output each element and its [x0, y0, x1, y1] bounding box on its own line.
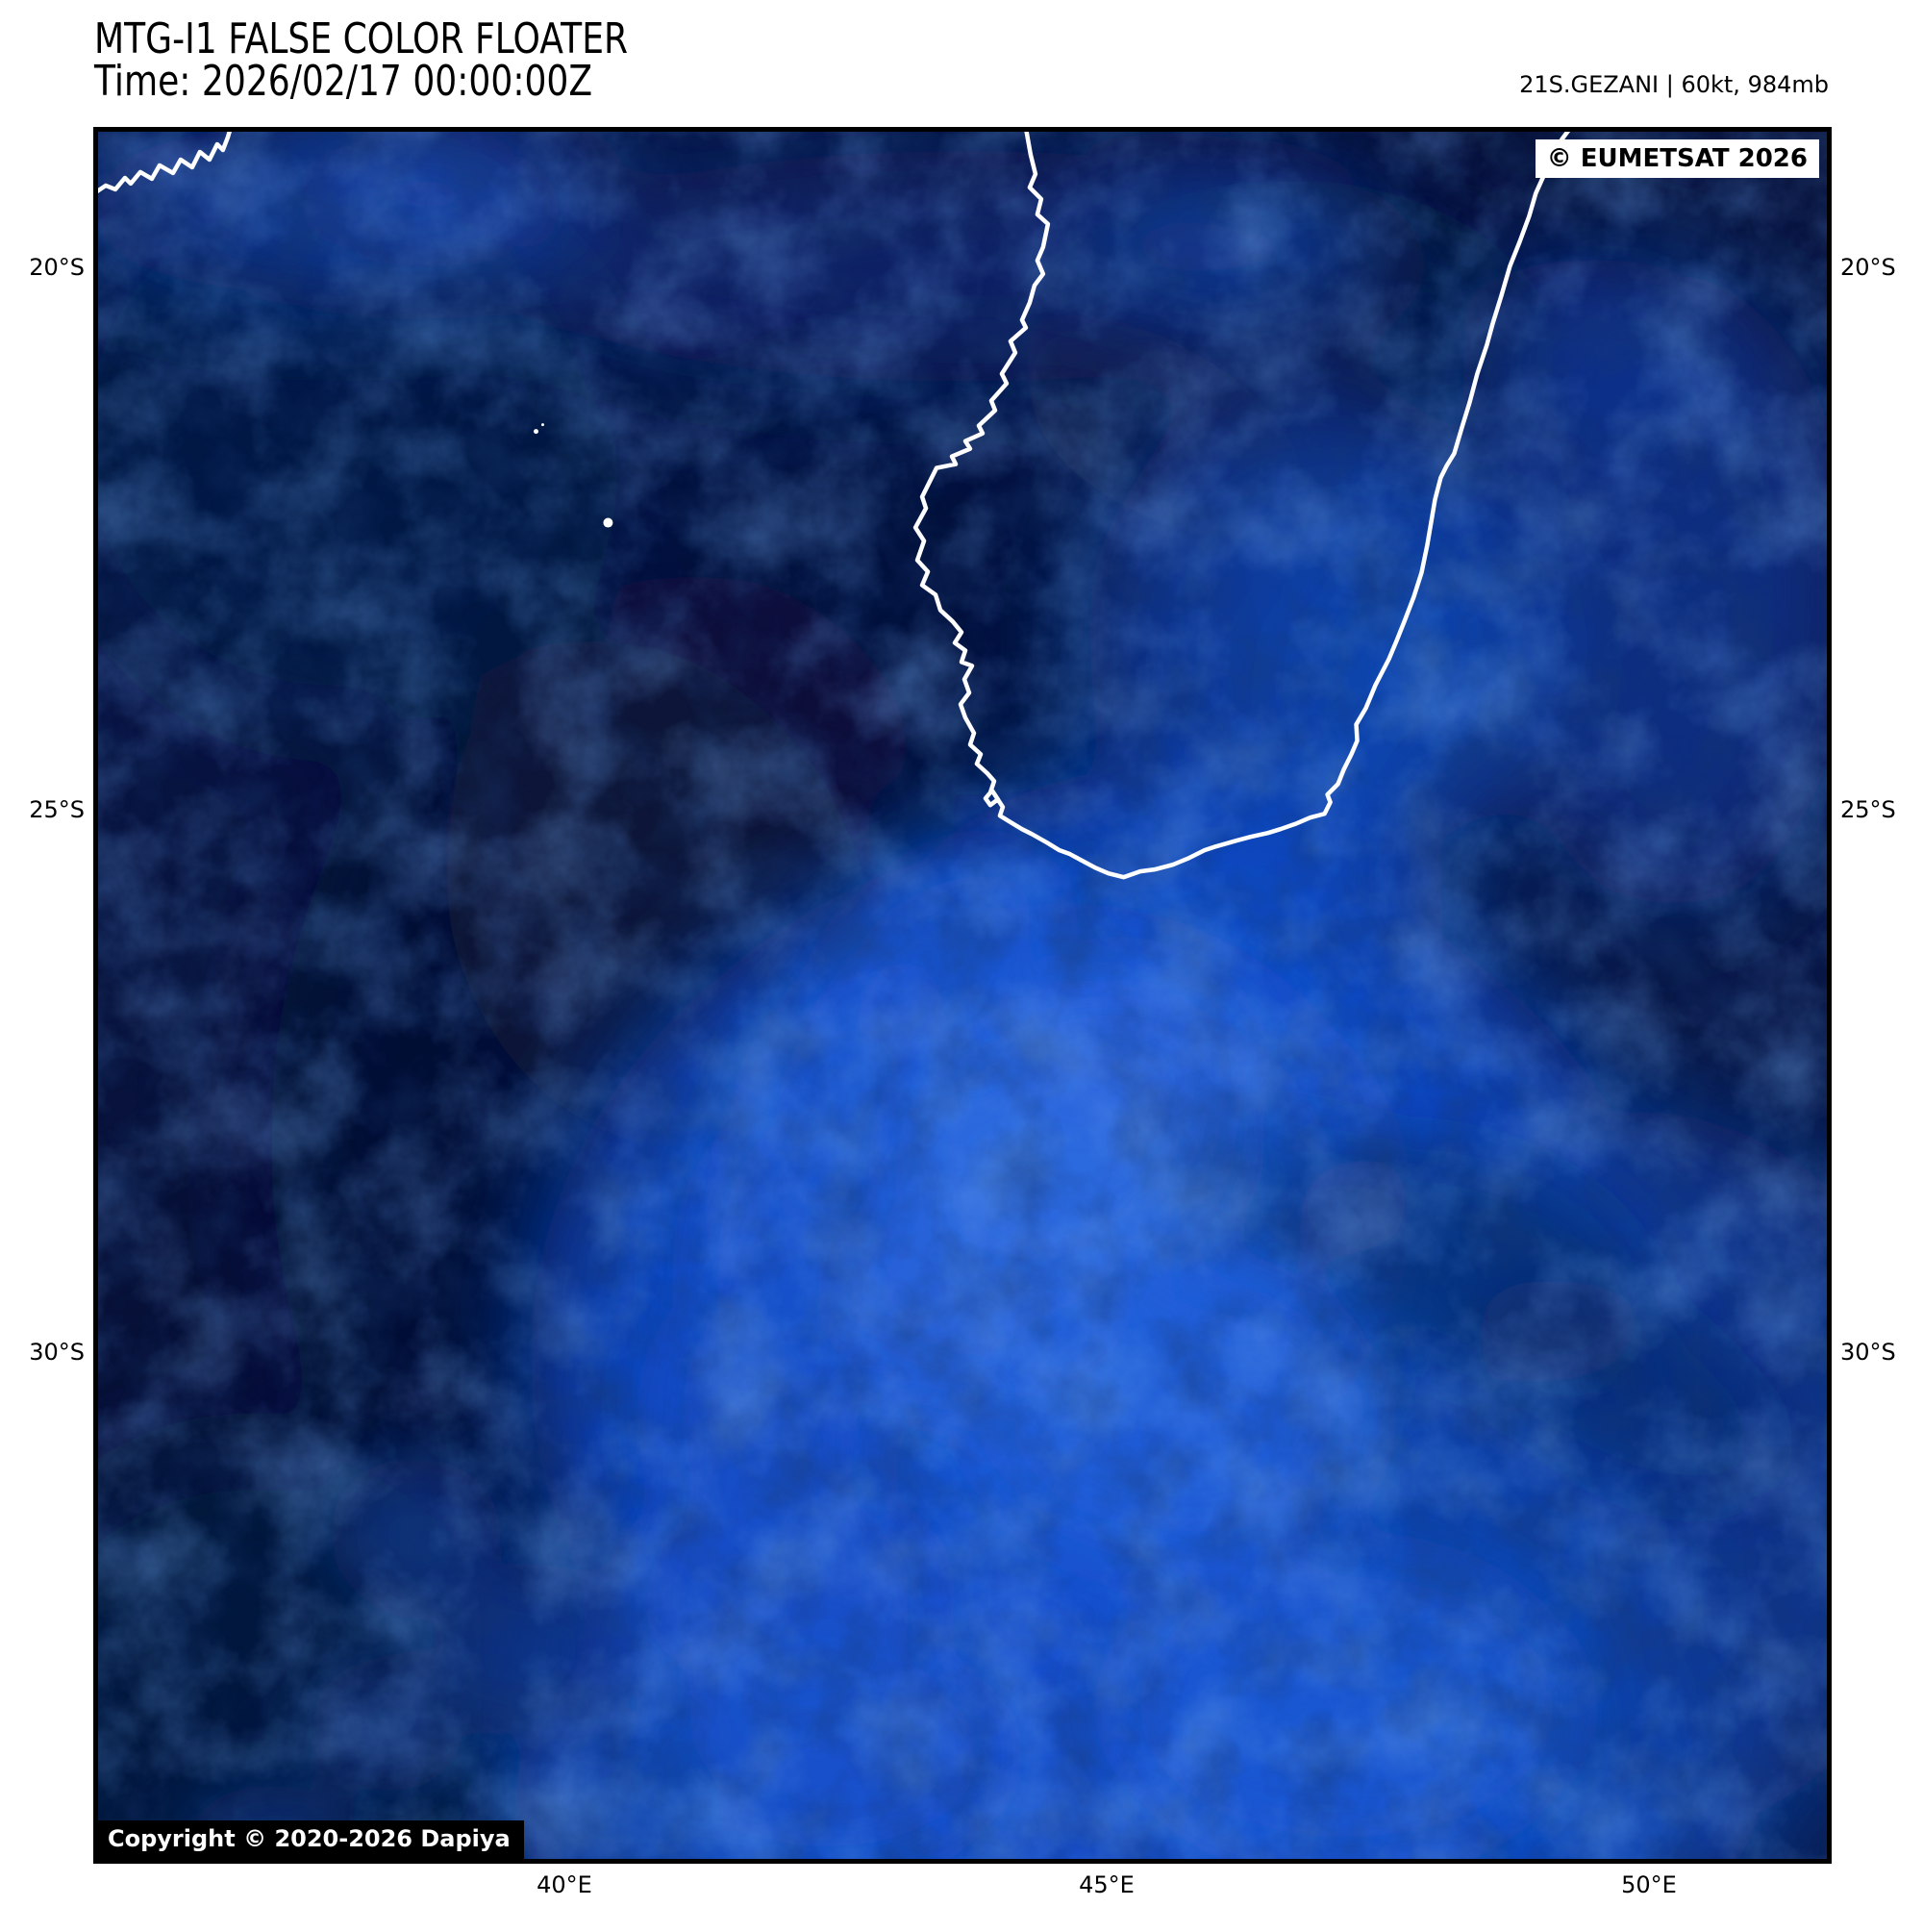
island-dots: [533, 423, 613, 528]
storm-info: 21S.GEZANI | 60kt, 984mb: [1519, 71, 1829, 98]
satellite-map: © EUMETSAT 2026 Copyright © 2020-2026 Da…: [93, 127, 1832, 1864]
lat-label-right-25s: 25°S: [1840, 796, 1896, 823]
satellite-cloud-image: [98, 132, 1827, 1859]
lat-label-left-30s: 30°S: [29, 1339, 85, 1366]
lon-label-50e: 50°E: [1621, 1871, 1677, 1898]
eumetsat-badge: © EUMETSAT 2026: [1535, 139, 1819, 178]
lon-label-40e: 40°E: [537, 1871, 592, 1898]
timestamp: Time: 2026/02/17 00:00:00Z: [94, 57, 593, 106]
page-title: MTG-I1 FALSE COLOR FLOATER: [94, 14, 629, 63]
coastline-madagascar: [98, 132, 1571, 880]
copyright-bar: Copyright © 2020-2026 Dapiya: [98, 1820, 524, 1859]
lat-label-right-30s: 30°S: [1840, 1339, 1896, 1366]
lat-label-right-20s: 20°S: [1840, 254, 1896, 281]
coastline-africa: [98, 132, 232, 193]
lat-label-left-25s: 25°S: [29, 796, 85, 823]
lon-label-45e: 45°E: [1079, 1871, 1135, 1898]
lat-label-left-20s: 20°S: [29, 254, 85, 281]
